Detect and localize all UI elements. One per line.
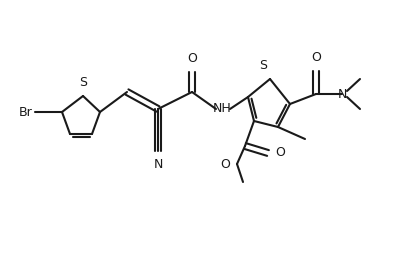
Text: O: O	[275, 147, 285, 160]
Text: O: O	[311, 51, 321, 64]
Text: NH: NH	[213, 103, 232, 116]
Text: Br: Br	[19, 105, 33, 119]
Text: O: O	[187, 52, 197, 65]
Text: O: O	[220, 157, 230, 170]
Text: N: N	[337, 87, 347, 101]
Text: S: S	[259, 59, 267, 72]
Text: N: N	[153, 158, 163, 171]
Text: S: S	[79, 76, 87, 89]
